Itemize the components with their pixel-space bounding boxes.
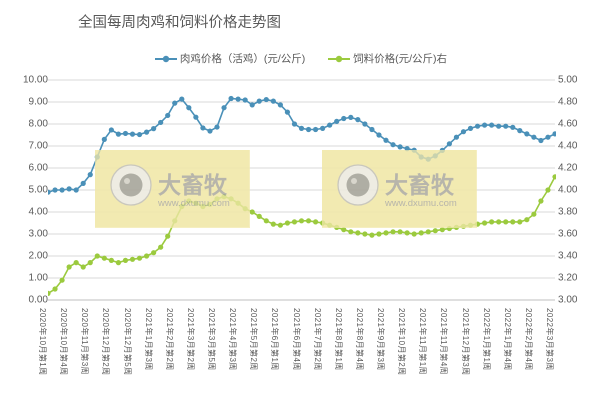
svg-text:www.dxumu.com: www.dxumu.com bbox=[384, 198, 457, 209]
svg-text:大畜牧: 大畜牧 bbox=[158, 172, 228, 198]
svg-text:大畜牧: 大畜牧 bbox=[385, 172, 455, 198]
svg-text:www.dxumu.com: www.dxumu.com bbox=[157, 198, 230, 209]
